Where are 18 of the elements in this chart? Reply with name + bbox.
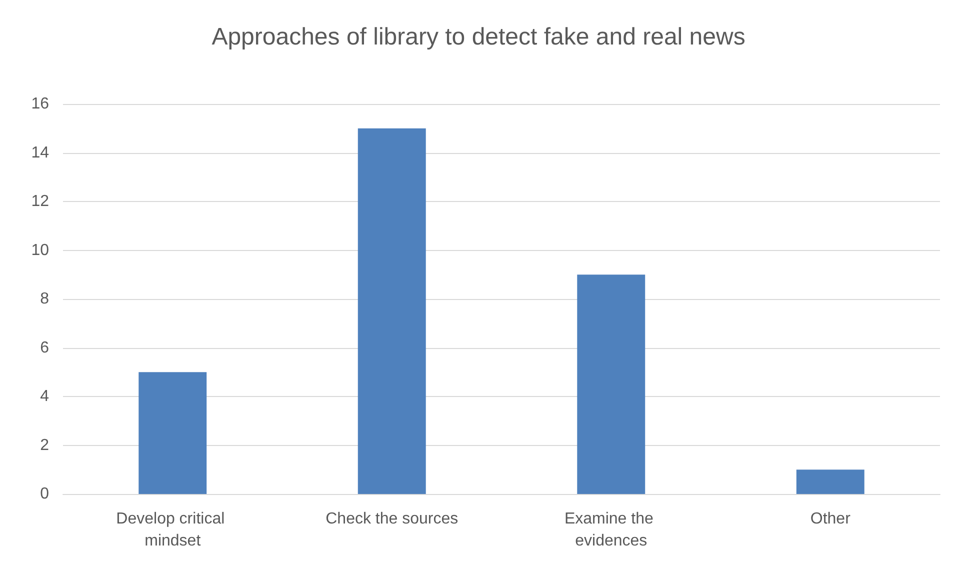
y-tick-label: 2 — [40, 436, 50, 454]
y-tick-label: 0 — [40, 486, 50, 502]
y-tick-label: 10 — [31, 242, 50, 259]
x-tick-label: Examine the evidences — [564, 510, 658, 550]
x-tick-label: Develop critical mindset — [116, 510, 230, 550]
y-tick-label: 8 — [40, 290, 50, 308]
bar — [796, 470, 864, 494]
x-tick-label: Check the sources — [326, 510, 458, 528]
y-tick-label: 6 — [40, 339, 50, 356]
bar — [577, 274, 646, 494]
y-tick-label: 14 — [31, 144, 50, 162]
chart-title: Approaches of library to detect fake and real news — [212, 24, 746, 50]
y-tick-label: 4 — [40, 388, 50, 405]
y-tick-label: 16 — [31, 96, 50, 112]
bar — [138, 372, 207, 494]
x-tick-label: Other — [810, 510, 852, 528]
y-tick-label: 12 — [31, 193, 50, 210]
bar — [358, 128, 426, 494]
